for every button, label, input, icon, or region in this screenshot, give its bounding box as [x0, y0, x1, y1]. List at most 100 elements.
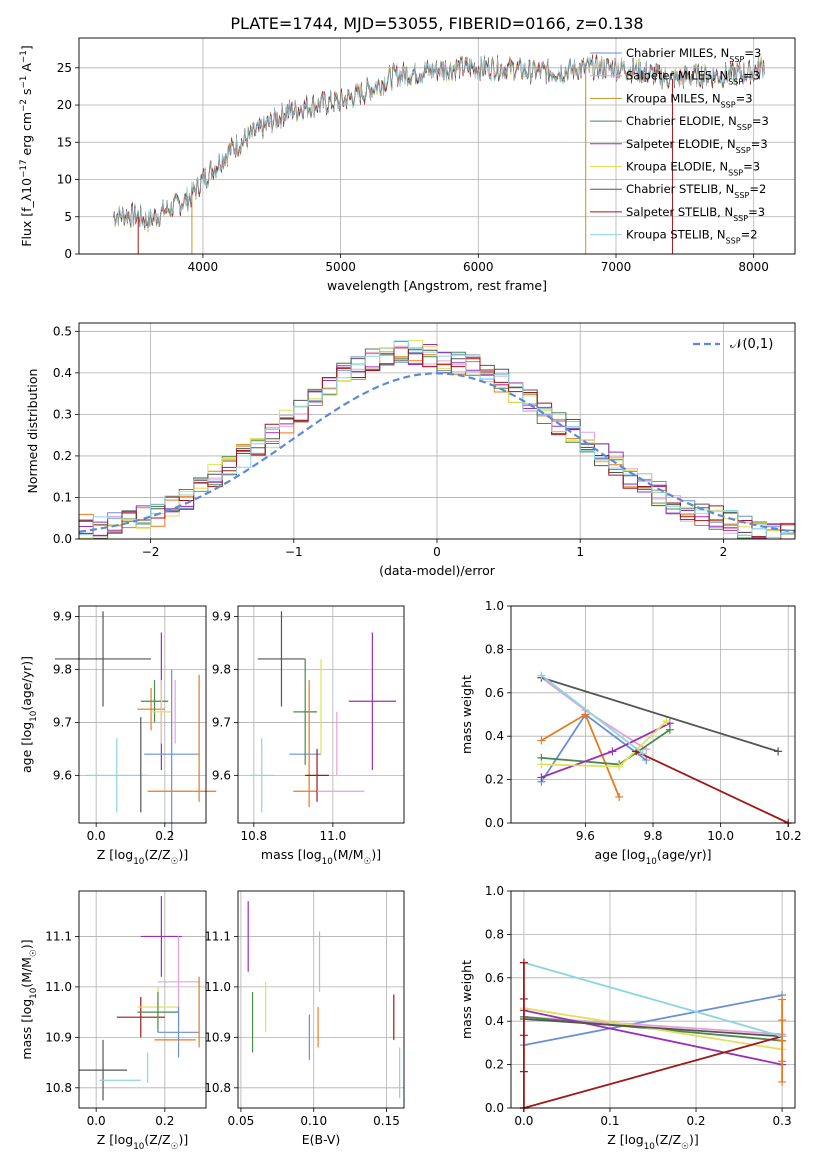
weight-marker: [778, 1016, 787, 1025]
legend-entry: Salpeter STELIB, NSSP=3: [626, 205, 765, 223]
y-tick-label: 0.2: [485, 773, 504, 787]
y-tick-label: 0.8: [485, 927, 504, 941]
x-axis-label: age [log10(age/yr)]: [594, 847, 711, 867]
weight-line: [523, 1007, 783, 1051]
weight-line: [523, 1035, 783, 1109]
x-tick-label: 11.0: [319, 829, 346, 843]
y-tick-label: 10.9: [204, 1030, 231, 1044]
plot-area: [537, 671, 793, 827]
weight-line: [540, 674, 644, 755]
y-tick-label: 11.1: [204, 929, 231, 943]
weight-marker: [519, 1067, 528, 1076]
axes-frame: [78, 322, 796, 540]
x-tick-label: 4000: [188, 260, 219, 274]
errorbar-point: [293, 658, 318, 765]
legend-entry: 𝒩(0,1): [730, 337, 773, 352]
y-tick-label: 0.2: [53, 449, 72, 463]
weight-marker: [642, 756, 651, 765]
y-tick-label: 0.6: [485, 971, 504, 985]
y-tick-label: 0.0: [485, 816, 504, 830]
y-tick-label: 0.5: [53, 324, 72, 338]
axes-frame: [78, 605, 207, 824]
weight-marker: [581, 710, 590, 719]
plot-area: [79, 896, 200, 1101]
weight-marker: [519, 1031, 528, 1040]
spectrum-line: [113, 55, 765, 228]
weight-marker: [638, 749, 647, 758]
x-tick-label: 7000: [601, 260, 632, 274]
x-tick-label: 0.3: [773, 1114, 792, 1128]
legend: Chabrier MILES, NSSP=3 Salpeter MILES, NS…: [590, 46, 769, 245]
z-weight-panel: 0.0 0.1 0.2 0.3 0.0 0.2 0.4 0.6 0.8 1.0 Z [log10(Z…: [459, 884, 796, 1152]
axes: −2 −1 0 1 2 0.0 0.1 0.2 0.3 0.4 0.5 (data-model)/er…: [25, 324, 727, 578]
x-tick-label: 0.0: [514, 1114, 533, 1128]
y-tick-label: 0.8: [485, 642, 504, 656]
y-tick-label: 15: [57, 135, 72, 149]
legend-entry: Kroupa ELODIE, NSSP=3: [626, 160, 760, 178]
legend-entry: Salpeter MILES, NSSP=3: [626, 69, 760, 87]
weight-marker: [662, 717, 671, 726]
z-mass-panel: 0.0 0.2 10.8 10.9 11.0 11.1 Z [log10(Z/Z☉)] mas…: [19, 890, 207, 1152]
x-axis-label: Z [log10(Z/Z☉)]: [97, 1132, 188, 1152]
errorbar-point: [140, 680, 169, 723]
weight-line: [523, 994, 783, 1046]
legend-entry: Kroupa STELIB, NSSP=2: [626, 228, 758, 246]
weight-line: [523, 1018, 783, 1038]
x-tick-label: 10.8: [240, 829, 267, 843]
y-tick-label: 0.0: [485, 1101, 504, 1115]
x-tick-label: 9.8: [643, 829, 662, 843]
y-tick-label: 11.0: [45, 980, 72, 994]
plot-area: [54, 611, 217, 839]
weight-marker: [778, 1057, 787, 1066]
axes: 4000 5000 6000 7000 8000 0 5 10 15 20 25 wavelength…: [19, 45, 769, 293]
y-tick-label: 0.4: [485, 1014, 504, 1028]
y-tick-label: 5: [64, 210, 72, 224]
weight-line: [541, 722, 671, 779]
y-tick-label: 0.4: [485, 729, 504, 743]
x-tick-label: 2: [720, 545, 728, 559]
spectrum-panel: 4000 5000 6000 7000 8000 0 5 10 15 20 25 wavelength…: [19, 37, 796, 293]
normal-curve: [78, 372, 796, 533]
x-tick-label: −1: [285, 545, 303, 559]
axes: 0.0 0.1 0.2 0.3 0.0 0.2 0.4 0.6 0.8 1.0 Z [log10(Z…: [459, 884, 792, 1152]
axes: 0.05 0.10 0.15 10.8 10.9 11.0 11.1 E(B-V): [204, 929, 400, 1147]
axes: 9.6 9.8 10.0 10.2 0.0 0.2 0.4 0.6 0.8 1.0 age [log…: [459, 599, 802, 867]
legend-entry: Kroupa MILES, NSSP=3: [626, 91, 753, 109]
y-tick-label: 9.8: [212, 663, 231, 677]
weight-line: [635, 750, 789, 824]
y-tick-label: 9.7: [53, 715, 72, 729]
plot-area: [249, 611, 397, 813]
legend-entry: Chabrier ELODIE, NSSP=3: [626, 114, 769, 132]
y-tick-label: 0.1: [53, 490, 72, 504]
plot-area: [247, 901, 401, 1098]
x-tick-label: 0.1: [600, 1114, 619, 1128]
axes: 0.0 0.2 10.8 10.9 11.0 11.1 Z [log10(Z/Z☉)] mas…: [19, 929, 188, 1152]
x-tick-label: 10.2: [775, 829, 802, 843]
histogram-series: [78, 340, 796, 539]
z-age-panel: 0.0 0.2 9.6 9.7 9.8 9.9 Z [log10(Z/Z☉)] age [lo…: [19, 605, 217, 867]
y-tick-label: 9.8: [53, 663, 72, 677]
y-tick-label: 10: [57, 173, 72, 187]
grid: [511, 605, 795, 824]
x-tick-label: −2: [142, 545, 160, 559]
mass-age-panel: 10.8 11.0 9.6 9.7 9.8 9.9 mass [log10(M/M☉)]: [212, 605, 405, 867]
x-tick-label: 6000: [463, 260, 494, 274]
grid: [79, 606, 206, 823]
axes-frame: [78, 890, 207, 1109]
weight-marker: [537, 736, 546, 745]
x-tick-label: 0.2: [155, 829, 174, 843]
legend-entry: Salpeter ELODIE, NSSP=3: [626, 137, 768, 155]
x-tick-label: 0.0: [87, 1114, 106, 1128]
y-tick-label: 11.0: [204, 980, 231, 994]
errorbar-point: [144, 669, 200, 839]
axes-frame: [510, 605, 796, 824]
axes-frame: [237, 890, 405, 1109]
weight-marker: [519, 958, 528, 967]
errorbar-point: [85, 738, 148, 813]
weight-marker: [778, 995, 787, 1004]
y-axis-label: mass weight: [459, 675, 474, 754]
y-tick-label: 9.6: [53, 768, 72, 782]
y-tick-label: 0.0: [53, 532, 72, 546]
plot-area: [519, 958, 787, 1112]
